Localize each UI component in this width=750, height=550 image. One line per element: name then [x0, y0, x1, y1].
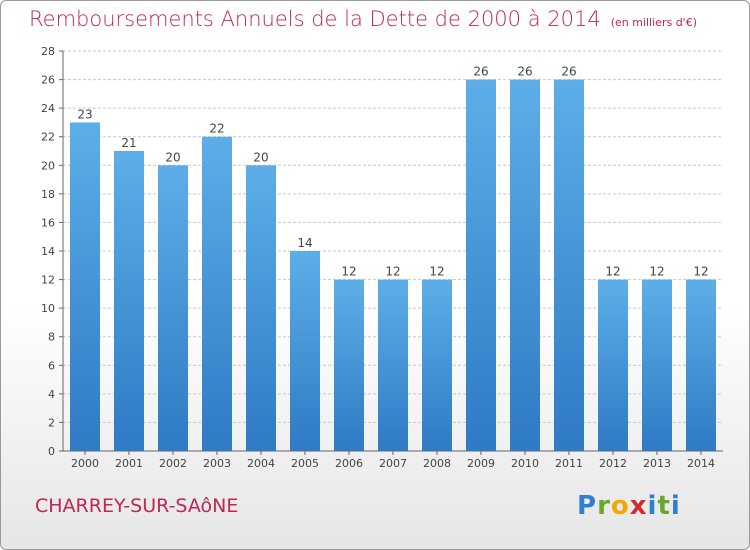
bar: [378, 279, 408, 451]
data-label: 21: [121, 136, 136, 150]
bar: [642, 279, 672, 451]
y-tick-label: 18: [41, 188, 55, 201]
data-label: 12: [605, 265, 620, 279]
y-tick-label: 24: [41, 102, 55, 115]
data-label: 26: [517, 65, 532, 79]
x-tick-label: 2014: [687, 457, 715, 470]
data-label: 20: [165, 150, 180, 164]
x-tick-label: 2002: [159, 457, 187, 470]
bar: [422, 279, 452, 451]
y-tick-label: 12: [41, 274, 55, 287]
bar: [510, 79, 540, 452]
title-text: Remboursements Annuels de la Dette de 20…: [29, 7, 601, 31]
bar: [70, 122, 100, 451]
bar: [290, 251, 320, 451]
y-tick-label: 14: [41, 245, 55, 258]
y-tick-label: 28: [41, 45, 55, 58]
logo-letter: t: [657, 491, 671, 521]
x-tick-label: 2006: [335, 457, 363, 470]
logo-letter: P: [577, 491, 598, 521]
x-tick-label: 2005: [291, 457, 319, 470]
x-tick-label: 2003: [203, 457, 231, 470]
x-tick-label: 2010: [511, 457, 539, 470]
y-tick-label: 26: [41, 74, 55, 87]
x-tick-label: 2004: [247, 457, 275, 470]
x-tick-label: 2011: [555, 457, 583, 470]
bar: [158, 165, 188, 452]
x-tick-label: 2000: [71, 457, 99, 470]
data-label: 12: [693, 265, 708, 279]
logo-letter: o: [610, 491, 630, 521]
y-tick-label: 16: [41, 216, 55, 229]
y-tick-label: 6: [48, 359, 55, 372]
data-label: 26: [473, 65, 488, 79]
y-tick-label: 4: [48, 388, 55, 401]
data-label: 14: [297, 236, 312, 250]
data-label: 12: [385, 265, 400, 279]
logo-letter: x: [629, 491, 648, 521]
bar: [114, 151, 144, 451]
x-tick-label: 2013: [643, 457, 671, 470]
bar: [598, 279, 628, 451]
x-tick-label: 2012: [599, 457, 627, 470]
bar: [202, 136, 232, 451]
x-tick-label: 2008: [423, 457, 451, 470]
logo-letter: r: [597, 491, 611, 521]
data-label: 12: [649, 265, 664, 279]
y-tick-label: 22: [41, 131, 55, 144]
chart-title: Remboursements Annuels de la Dette de 20…: [29, 7, 697, 31]
commune-name: CHARREY-SUR-SAôNE: [35, 495, 239, 517]
data-label: 26: [561, 65, 576, 79]
unit-note: (en milliers d'€): [610, 16, 697, 29]
y-tick-label: 2: [48, 416, 55, 429]
data-label: 20: [253, 150, 268, 164]
bar: [246, 165, 276, 452]
y-tick-label: 0: [48, 445, 55, 458]
x-tick-label: 2009: [467, 457, 495, 470]
logo-letter: i: [670, 491, 681, 521]
bar: [686, 279, 716, 451]
bar: [554, 79, 584, 452]
data-label: 23: [77, 107, 92, 121]
proxiti-logo: Proxiti: [577, 491, 681, 521]
y-tick-label: 10: [41, 302, 55, 315]
data-label: 12: [429, 265, 444, 279]
bar: [334, 279, 364, 451]
data-label: 22: [209, 122, 224, 136]
x-tick-label: 2001: [115, 457, 143, 470]
y-tick-label: 8: [48, 331, 55, 344]
data-label: 12: [341, 265, 356, 279]
x-tick-label: 2007: [379, 457, 407, 470]
y-tick-label: 20: [41, 159, 55, 172]
bar: [466, 79, 496, 452]
logo-letter: i: [647, 491, 658, 521]
